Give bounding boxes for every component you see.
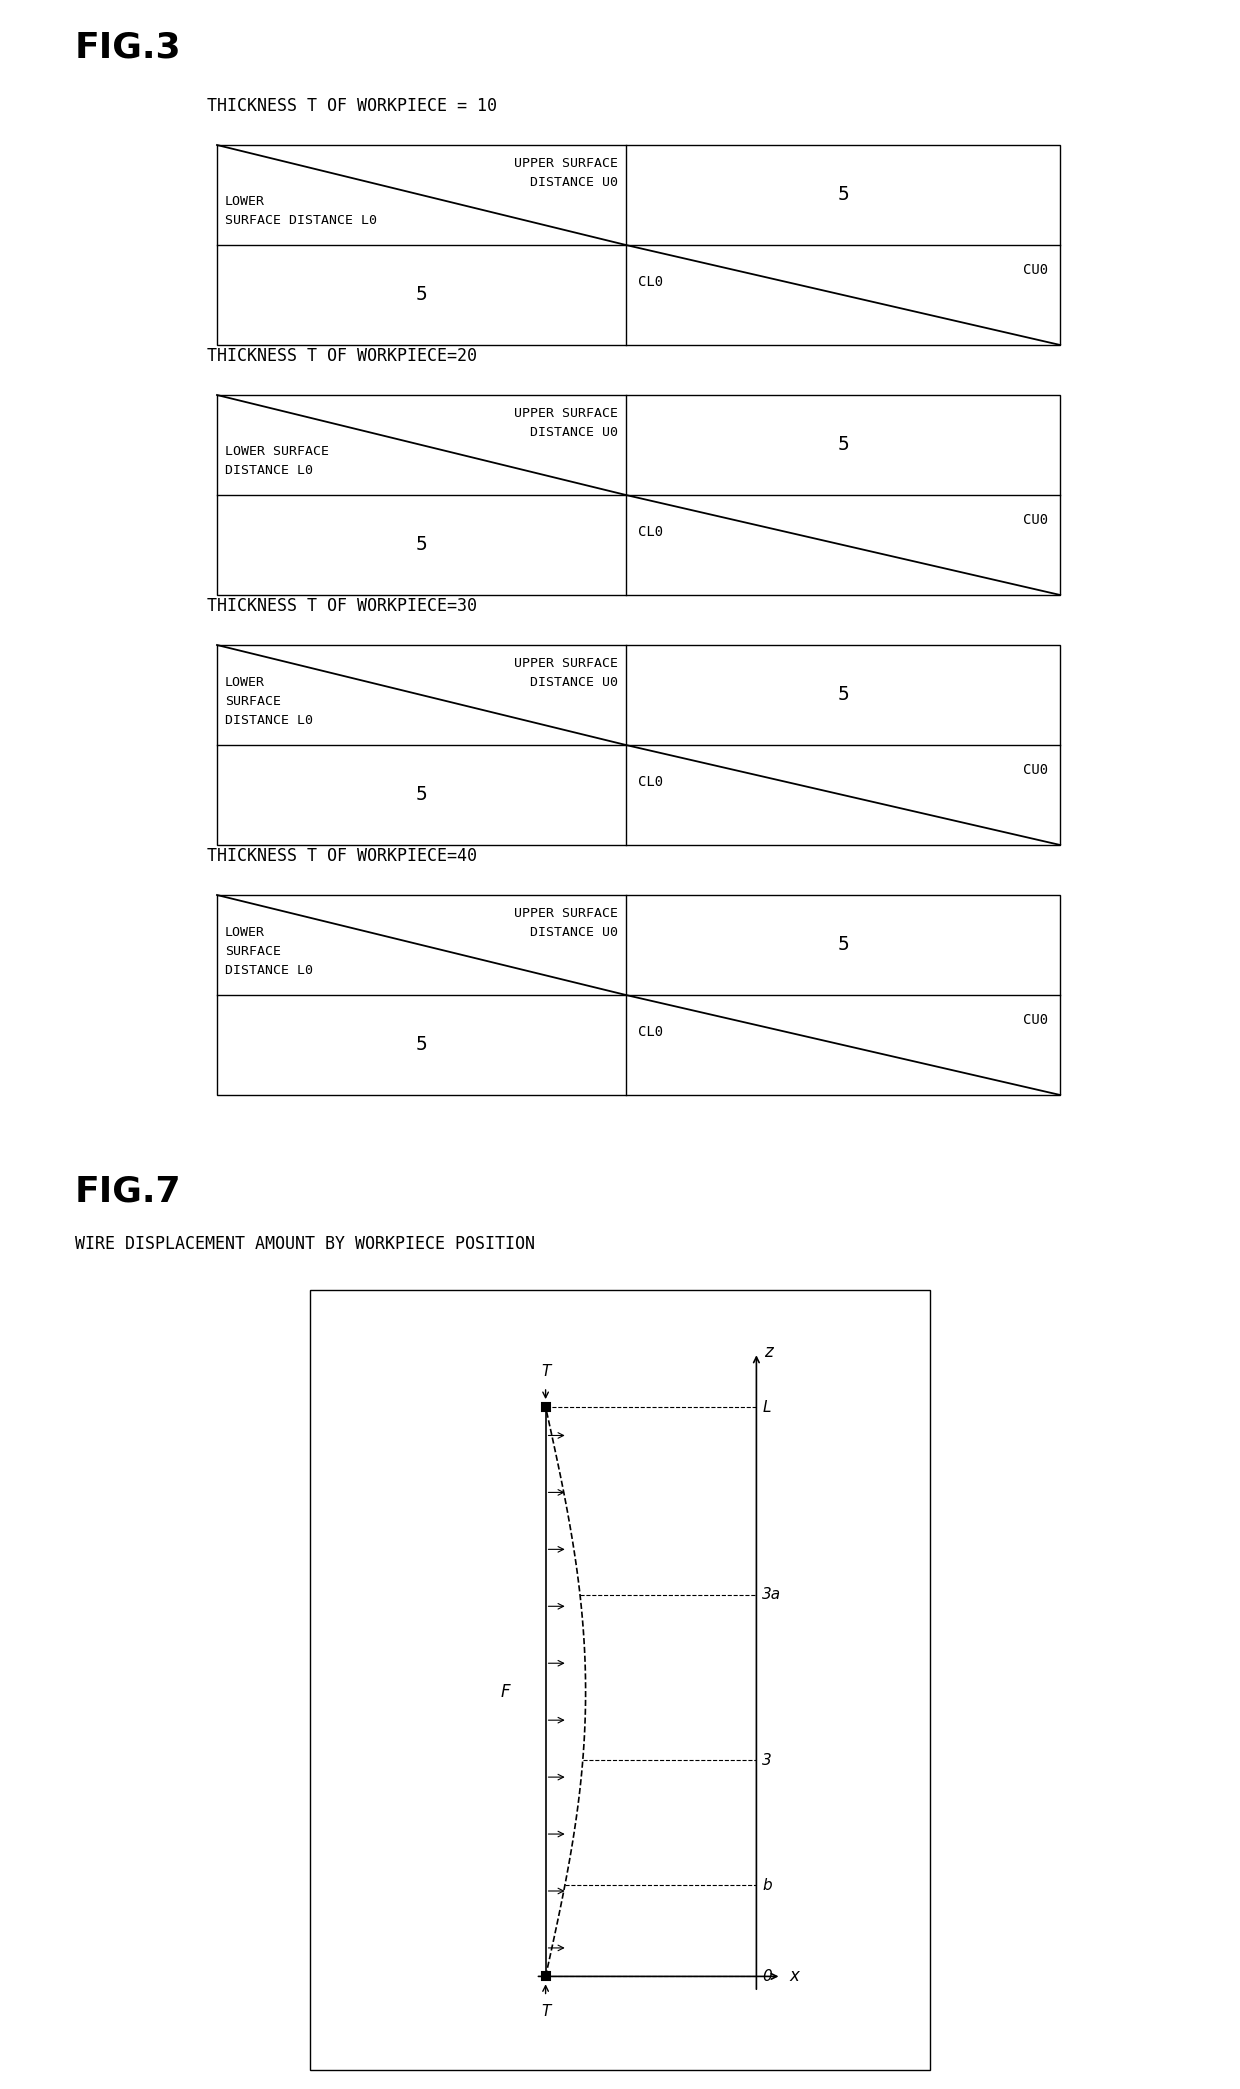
Text: SURFACE: SURFACE bbox=[224, 944, 281, 959]
Text: 0: 0 bbox=[763, 1970, 773, 1985]
Text: UPPER SURFACE: UPPER SURFACE bbox=[513, 907, 618, 919]
Text: UPPER SURFACE: UPPER SURFACE bbox=[513, 407, 618, 420]
Text: 3a: 3a bbox=[763, 1588, 781, 1602]
Text: LOWER: LOWER bbox=[224, 925, 265, 938]
Text: DISTANCE U0: DISTANCE U0 bbox=[529, 925, 618, 938]
Text: THICKNESS T OF WORKPIECE = 10: THICKNESS T OF WORKPIECE = 10 bbox=[207, 96, 497, 115]
Text: L: L bbox=[763, 1400, 771, 1414]
Text: z: z bbox=[764, 1343, 774, 1362]
Text: DISTANCE U0: DISTANCE U0 bbox=[529, 426, 618, 439]
Text: CU0: CU0 bbox=[1023, 263, 1048, 278]
Text: 5: 5 bbox=[837, 936, 849, 955]
Text: DISTANCE L0: DISTANCE L0 bbox=[224, 714, 312, 727]
Bar bbox=[310, 1291, 930, 2070]
Bar bbox=[217, 395, 1060, 595]
Text: FIG.3: FIG.3 bbox=[74, 29, 181, 65]
Text: x: x bbox=[790, 1968, 800, 1985]
Text: CU0: CU0 bbox=[1023, 514, 1048, 526]
Text: THICKNESS T OF WORKPIECE=20: THICKNESS T OF WORKPIECE=20 bbox=[207, 347, 477, 366]
Text: CL0: CL0 bbox=[637, 775, 663, 790]
Bar bbox=[217, 144, 1060, 345]
Text: 5: 5 bbox=[837, 186, 849, 205]
Bar bbox=[217, 894, 1060, 1095]
Text: DISTANCE L0: DISTANCE L0 bbox=[224, 963, 312, 978]
Text: UPPER SURFACE: UPPER SURFACE bbox=[513, 157, 618, 169]
Text: SURFACE: SURFACE bbox=[224, 696, 281, 708]
Text: 5: 5 bbox=[415, 785, 428, 804]
Text: 5: 5 bbox=[837, 435, 849, 455]
Text: CL0: CL0 bbox=[637, 1026, 663, 1038]
Text: LOWER SURFACE: LOWER SURFACE bbox=[224, 445, 329, 457]
Text: F: F bbox=[501, 1684, 511, 1700]
Text: LOWER: LOWER bbox=[224, 194, 265, 209]
Text: 5: 5 bbox=[415, 535, 428, 554]
Text: 5: 5 bbox=[415, 286, 428, 305]
Text: T: T bbox=[541, 2005, 551, 2020]
Text: CU0: CU0 bbox=[1023, 762, 1048, 777]
Text: 3: 3 bbox=[763, 1753, 773, 1767]
Text: CL0: CL0 bbox=[637, 524, 663, 539]
Text: b: b bbox=[763, 1878, 773, 1893]
Text: THICKNESS T OF WORKPIECE=40: THICKNESS T OF WORKPIECE=40 bbox=[207, 846, 477, 865]
Text: WIRE DISPLACEMENT AMOUNT BY WORKPIECE POSITION: WIRE DISPLACEMENT AMOUNT BY WORKPIECE PO… bbox=[74, 1235, 534, 1253]
Text: DISTANCE U0: DISTANCE U0 bbox=[529, 677, 618, 689]
Text: THICKNESS T OF WORKPIECE=30: THICKNESS T OF WORKPIECE=30 bbox=[207, 597, 477, 614]
Text: T: T bbox=[541, 1364, 551, 1379]
Text: DISTANCE L0: DISTANCE L0 bbox=[224, 464, 312, 476]
Text: SURFACE DISTANCE L0: SURFACE DISTANCE L0 bbox=[224, 213, 377, 228]
Text: LOWER: LOWER bbox=[224, 677, 265, 689]
Text: UPPER SURFACE: UPPER SURFACE bbox=[513, 658, 618, 671]
Text: CL0: CL0 bbox=[637, 276, 663, 288]
Text: FIG.7: FIG.7 bbox=[74, 1174, 181, 1210]
Text: DISTANCE U0: DISTANCE U0 bbox=[529, 175, 618, 188]
Text: 5: 5 bbox=[415, 1036, 428, 1055]
Text: 5: 5 bbox=[837, 685, 849, 704]
Bar bbox=[217, 646, 1060, 844]
Text: CU0: CU0 bbox=[1023, 1013, 1048, 1028]
